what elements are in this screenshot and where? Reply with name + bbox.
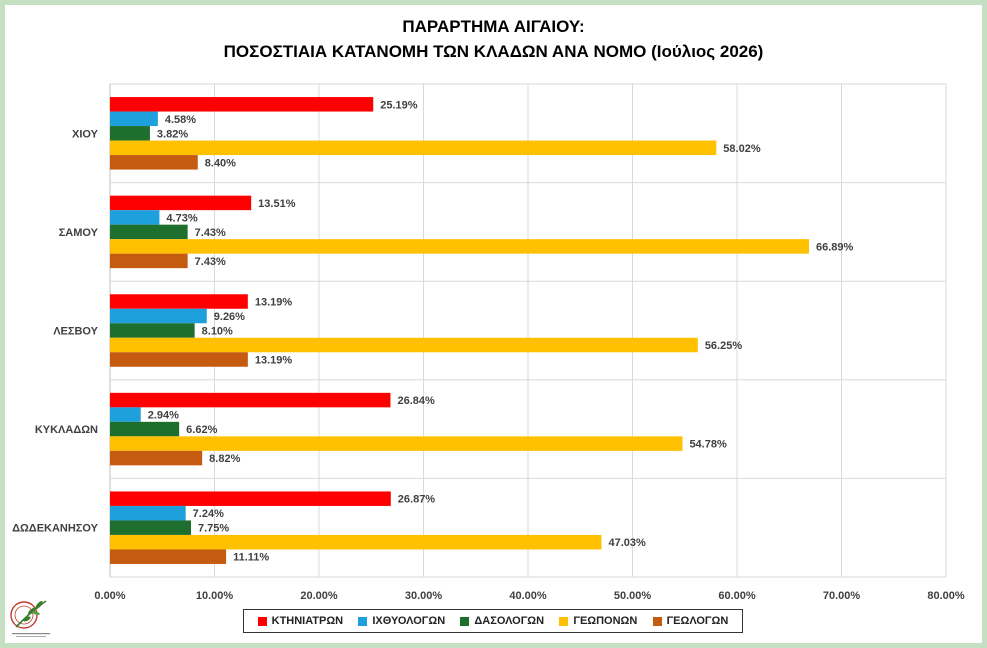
x-tick-label: 30.00% — [405, 590, 443, 602]
bar — [110, 392, 391, 408]
data-label: 8.10% — [202, 326, 233, 338]
x-tick-label: 20.00% — [300, 590, 338, 602]
data-label: 54.78% — [689, 439, 727, 451]
legend-label: ΙΧΘΥΟΛΟΓΩΝ — [372, 615, 446, 627]
bar — [110, 253, 188, 269]
data-label: 11.11% — [233, 552, 269, 564]
bar — [110, 210, 160, 225]
chart-title: ΠΑΡΑΡΤΗΜΑ ΑΙΓΑΙΟΥ: ΠΟΣΟΣΤΙΑΙΑ ΚΑΤΑΝΟΜΗ Τ… — [0, 14, 987, 64]
data-label: 7.24% — [193, 508, 224, 520]
legend-label: ΚΤΗΝΙΑΤΡΩΝ — [271, 615, 344, 627]
y-category-label: ΧΙΟΥ — [72, 128, 99, 140]
bar — [110, 294, 248, 309]
data-label: 7.43% — [195, 227, 226, 239]
data-label: 26.87% — [398, 494, 436, 506]
legend-item: ΚΤΗΝΙΑΤΡΩΝ — [257, 615, 344, 627]
bar — [110, 111, 158, 127]
data-label: 56.25% — [705, 340, 743, 352]
bar — [110, 224, 188, 240]
data-label: 66.89% — [816, 241, 854, 253]
bar — [110, 97, 374, 112]
data-label: 7.43% — [195, 256, 226, 268]
legend-item: ΓΕΩΠΟΝΩΝ — [559, 615, 637, 627]
data-label: 9.26% — [214, 311, 245, 323]
bar — [110, 534, 602, 550]
x-tick-label: 60.00% — [718, 590, 756, 602]
bar — [110, 195, 252, 211]
bar — [110, 520, 191, 535]
legend-swatch — [358, 616, 368, 626]
bar — [110, 239, 810, 254]
bar — [110, 308, 207, 324]
data-label: 47.03% — [608, 537, 646, 549]
legend-swatch — [652, 616, 662, 626]
title-line-1: ΠΑΡΑΡΤΗΜΑ ΑΙΓΑΙΟΥ: — [402, 17, 585, 36]
legend-item: ΔΑΣΟΛΟΓΩΝ — [460, 615, 544, 627]
data-label: 26.84% — [397, 395, 435, 407]
title-line-2: ΠΟΣΟΣΤΙΑΙΑ ΚΑΤΑΝΟΜΗ ΤΩΝ ΚΛΑΔΩΝ ΑΝΑ ΝΟΜΟ … — [223, 42, 764, 61]
bar — [110, 140, 717, 156]
data-label: 4.73% — [166, 212, 197, 224]
x-tick-label: 10.00% — [196, 590, 234, 602]
data-label: 8.82% — [209, 453, 240, 465]
data-label: 2.94% — [148, 410, 179, 422]
legend-label: ΔΑΣΟΛΟΓΩΝ — [474, 615, 545, 627]
legend-item: ΙΧΘΥΟΛΟΓΩΝ — [358, 615, 445, 627]
legend-swatch — [559, 616, 569, 626]
bar — [110, 491, 391, 506]
y-category-label: ΛΕΣΒΟΥ — [53, 326, 98, 338]
x-tick-label: 50.00% — [614, 590, 652, 602]
legend-label: ΓΕΩΠΟΝΩΝ — [573, 615, 638, 627]
legend-item: ΓΕΩΛΟΓΩΝ — [652, 615, 729, 627]
data-label: 6.62% — [186, 424, 217, 436]
data-label: 7.75% — [198, 523, 229, 535]
chart-legend: ΚΤΗΝΙΑΤΡΩΝ ΙΧΘΥΟΛΟΓΩΝ ΔΑΣΟΛΟΓΩΝ ΓΕΩΠΟΝΩΝ ΓΕΩ… — [243, 609, 743, 633]
x-tick-label: 80.00% — [927, 590, 965, 602]
x-tick-label: 0.00% — [94, 590, 125, 602]
bar — [110, 337, 698, 353]
data-label: 58.02% — [723, 143, 761, 155]
data-label: 8.40% — [205, 157, 236, 169]
x-tick-label: 70.00% — [823, 590, 861, 602]
legend-swatch — [460, 616, 470, 626]
x-tick-label: 40.00% — [509, 590, 547, 602]
bar — [110, 436, 683, 451]
data-label: 3.82% — [157, 128, 188, 140]
bar — [110, 450, 203, 466]
bar — [110, 155, 198, 170]
bar — [110, 323, 195, 338]
olive-branch-logo-icon — [10, 600, 50, 637]
data-label: 13.51% — [258, 198, 296, 210]
data-label: 13.19% — [255, 355, 293, 367]
data-label: 13.19% — [255, 297, 293, 309]
bar — [110, 549, 227, 564]
y-category-label: ΔΩΔΕΚΑΝΗΣΟΥ — [12, 523, 99, 535]
y-category-label: ΚΥΚΛΑΔΩΝ — [35, 424, 98, 436]
legend-label: ΓΕΩΛΟΓΩΝ — [666, 615, 729, 627]
y-category-label: ΣΑΜΟΥ — [59, 227, 99, 239]
bar — [110, 407, 141, 422]
legend-swatch — [257, 616, 267, 626]
data-label: 4.58% — [165, 114, 196, 126]
bar — [110, 352, 248, 367]
bar — [110, 126, 150, 141]
bar — [110, 421, 180, 437]
bar — [110, 505, 186, 521]
data-label: 25.19% — [380, 99, 418, 111]
